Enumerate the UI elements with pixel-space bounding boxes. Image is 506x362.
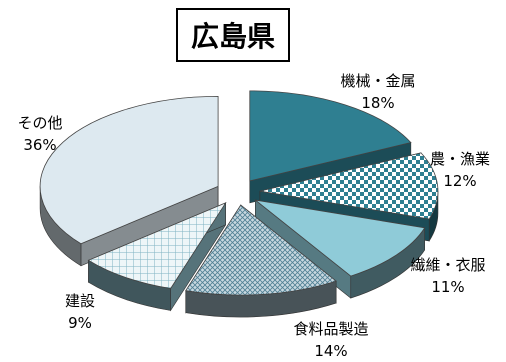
slice-label: 機械・金属 18%: [340, 70, 415, 114]
slice-label: その他 36%: [17, 112, 62, 156]
slice-label-name: 機械・金属: [340, 72, 416, 90]
pie-slice: [253, 199, 426, 299]
slice-label-name: 繊維・衣服: [410, 256, 486, 274]
slice-top: [253, 199, 426, 277]
chart-title: 広島県: [176, 8, 290, 62]
slice-label: 農・漁業 12%: [430, 148, 490, 192]
slice-label-name: 農・漁業: [429, 150, 491, 168]
slice-label-value: 18%: [361, 94, 395, 112]
slice-top: [185, 204, 337, 296]
pie-slice: [87, 201, 227, 312]
slice-label-value: 14%: [314, 342, 348, 360]
slice-label-name: 建設: [64, 292, 96, 310]
slice-label: 建設 9%: [65, 290, 95, 334]
slice-label: 繊維・衣服 11%: [410, 254, 485, 298]
slice-label: 食料品製造 14%: [293, 318, 368, 362]
slice-label-name: その他: [17, 114, 63, 132]
pie-slice: [39, 95, 219, 267]
slice-label-value: 9%: [68, 314, 92, 332]
slice-top: [259, 152, 439, 220]
slice-top: [39, 95, 219, 245]
slice-label-name: 食料品製造: [293, 320, 369, 338]
slice-top: [249, 90, 412, 182]
slice-top: [87, 202, 227, 289]
slice-label-value: 11%: [431, 278, 465, 296]
slice-label-value: 12%: [443, 172, 477, 190]
pie-slices: [39, 90, 439, 318]
pie-slice: [185, 204, 337, 318]
slice-label-value: 36%: [23, 136, 57, 154]
